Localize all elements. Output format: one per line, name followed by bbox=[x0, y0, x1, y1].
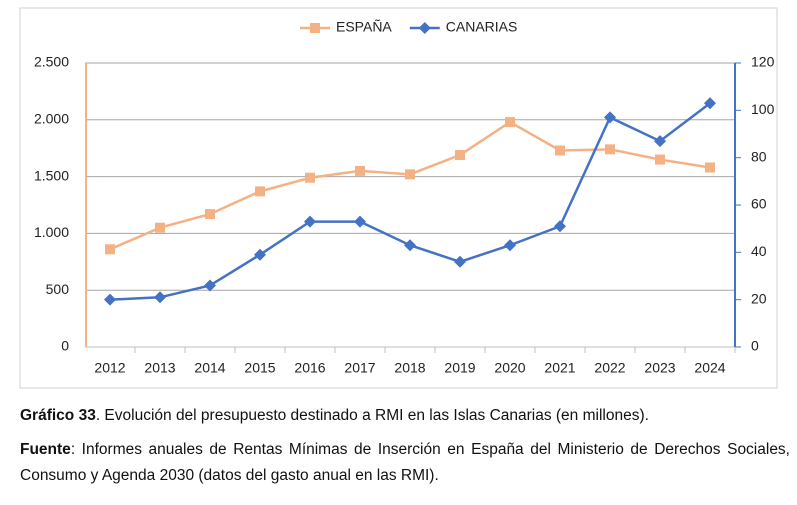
x-tick-label: 2017 bbox=[344, 360, 375, 376]
marker bbox=[254, 248, 266, 261]
marker bbox=[354, 215, 366, 228]
y-tick-label: 2.000 bbox=[34, 111, 69, 127]
y2-tick-label: 40 bbox=[751, 243, 767, 259]
y2-tick-label: 120 bbox=[751, 54, 775, 70]
marker bbox=[605, 144, 615, 155]
marker bbox=[505, 117, 515, 128]
legend-marker bbox=[418, 22, 431, 34]
x-tick-label: 2018 bbox=[394, 360, 425, 376]
y-tick-label: 2.500 bbox=[34, 54, 69, 70]
y2-tick-label: 0 bbox=[751, 338, 759, 354]
x-tick-label: 2016 bbox=[294, 360, 325, 376]
marker bbox=[305, 172, 315, 183]
x-tick-label: 2013 bbox=[144, 360, 175, 376]
chart-frame bbox=[19, 7, 778, 389]
marker bbox=[405, 169, 415, 180]
marker bbox=[155, 222, 165, 233]
x-tick-label: 2024 bbox=[694, 360, 725, 376]
marker bbox=[304, 215, 316, 228]
marker bbox=[205, 209, 215, 220]
marker bbox=[355, 165, 365, 176]
marker bbox=[104, 293, 116, 306]
marker bbox=[204, 279, 216, 292]
caption-label: Gráfico 33 bbox=[20, 407, 96, 424]
x-tick-label: 2015 bbox=[244, 360, 275, 376]
caption: Gráfico 33. Evolución del presupuesto de… bbox=[20, 403, 790, 429]
marker bbox=[454, 255, 466, 268]
x-tick-label: 2012 bbox=[94, 360, 125, 376]
marker bbox=[455, 150, 465, 161]
x-tick-label: 2019 bbox=[444, 360, 475, 376]
y-tick-label: 1.500 bbox=[34, 167, 69, 183]
marker bbox=[404, 239, 416, 252]
legend-marker bbox=[310, 23, 320, 33]
x-tick-label: 2021 bbox=[544, 360, 575, 376]
source-text: : Informes anuales de Rentas Mínimas de … bbox=[20, 441, 790, 484]
marker bbox=[255, 186, 265, 197]
marker bbox=[654, 135, 666, 148]
x-tick-label: 2020 bbox=[494, 360, 525, 376]
caption-text: . Evolución del presupuesto destinado a … bbox=[95, 407, 649, 424]
marker bbox=[604, 111, 616, 124]
x-tick-label: 2022 bbox=[594, 360, 625, 376]
legend-label: ESPAÑA bbox=[336, 19, 392, 35]
marker bbox=[705, 162, 715, 173]
y-tick-label: 0 bbox=[61, 338, 69, 354]
marker bbox=[704, 97, 716, 110]
source: Fuente: Informes anuales de Rentas Mínim… bbox=[20, 437, 790, 489]
y2-tick-label: 100 bbox=[751, 101, 775, 117]
y-tick-label: 500 bbox=[46, 281, 70, 297]
marker bbox=[154, 291, 166, 304]
marker bbox=[504, 239, 516, 252]
chart: 0 500 1.000 1.500 2.000 2.500 0 20 40 60 80 100 120 2… bbox=[19, 7, 778, 389]
x-tick-label: 2023 bbox=[644, 360, 675, 376]
x-tick-label: 2014 bbox=[194, 360, 225, 376]
marker bbox=[655, 154, 665, 165]
y-tick-label: 1.000 bbox=[34, 224, 69, 240]
marker bbox=[555, 145, 565, 156]
legend-label: CANARIAS bbox=[446, 19, 518, 35]
y2-tick-label: 20 bbox=[751, 290, 767, 306]
y2-tick-label: 80 bbox=[751, 148, 767, 164]
y2-tick-label: 60 bbox=[751, 196, 767, 212]
marker bbox=[554, 220, 566, 233]
source-label: Fuente bbox=[20, 441, 71, 458]
marker bbox=[105, 244, 115, 255]
